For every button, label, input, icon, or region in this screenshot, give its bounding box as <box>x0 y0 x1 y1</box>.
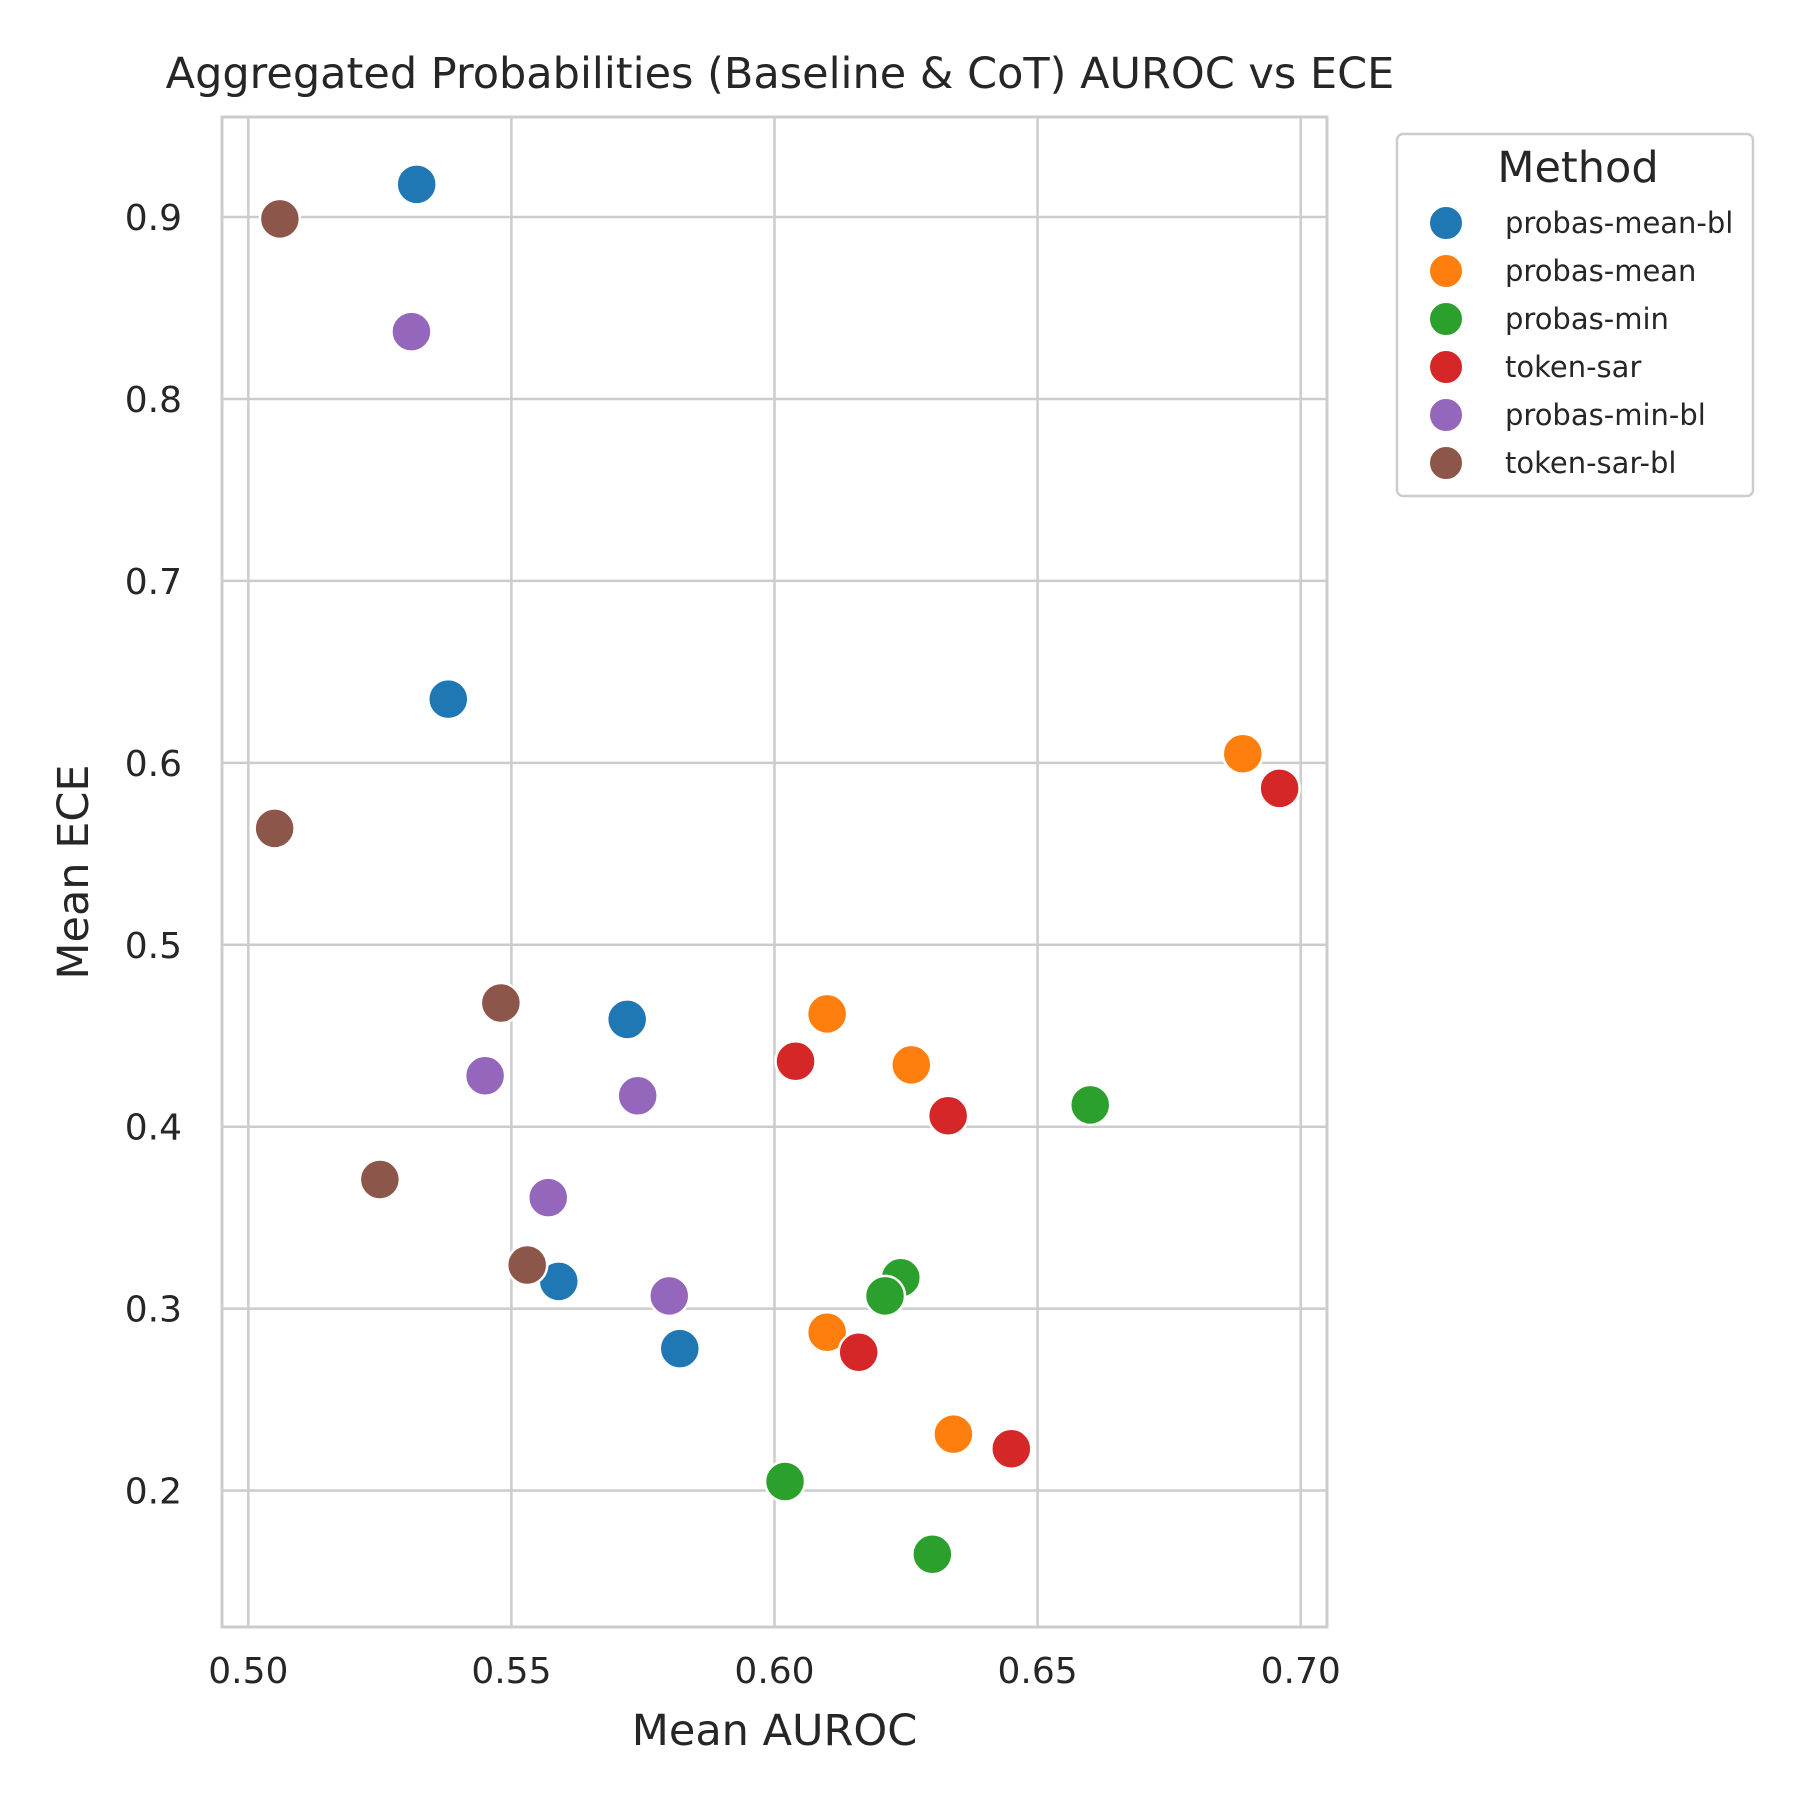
legend-marker <box>1428 445 1464 481</box>
data-point-probas-mean-bl <box>395 163 438 206</box>
data-point-probas-mean <box>1221 732 1265 775</box>
legend-label: token-sar <box>1505 350 1641 384</box>
data-point-probas-mean <box>890 1043 933 1087</box>
y-tick-label: 0.4 <box>125 1108 182 1149</box>
y-tick-label: 0.3 <box>125 1290 182 1331</box>
data-point-token-sar-bl <box>505 1243 549 1287</box>
data-point-probas-mean-bl <box>658 1327 702 1370</box>
y-axis-label: Mean ECE <box>49 764 99 979</box>
data-point-probas-mean-bl <box>605 998 649 1041</box>
y-tick-label: 0.7 <box>125 562 182 603</box>
legend-label: probas-min <box>1505 302 1669 336</box>
x-tick-label: 0.55 <box>471 1651 551 1692</box>
data-point-probas-min <box>1068 1083 1112 1127</box>
data-point-token-sar-bl <box>258 197 302 241</box>
legend-title: Method <box>1497 143 1658 193</box>
data-point-probas-min-bl <box>526 1176 570 1219</box>
data-point-token-sar <box>990 1427 1033 1470</box>
data-point-probas-min <box>863 1274 907 1318</box>
data-point-token-sar-bl <box>358 1158 402 1201</box>
data-point-token-sar <box>1258 767 1301 810</box>
data-point-probas-mean <box>805 992 849 1036</box>
legend-label: probas-mean-bl <box>1505 206 1733 240</box>
legend-frame <box>1395 132 1755 498</box>
legend-marker <box>1428 397 1464 433</box>
grid <box>222 117 1327 1627</box>
y-tick-label: 0.2 <box>125 1472 182 1513</box>
data-point-token-sar-bl <box>253 807 296 850</box>
data-point-probas-min-bl <box>463 1054 507 1098</box>
x-tick-labels: 0.50 0.55 0.60 0.65 0.70 <box>208 1651 1341 1692</box>
x-tick-label: 0.60 <box>734 1651 814 1692</box>
x-axis-label: Mean AUROC <box>632 1706 917 1756</box>
y-tick-label: 0.5 <box>125 926 182 967</box>
legend-label: token-sar-bl <box>1505 446 1676 480</box>
data-point-probas-mean-bl <box>427 677 470 721</box>
legend-items: probas-mean-bl probas-mean probas-min token… <box>1428 205 1733 481</box>
y-tick-label: 0.9 <box>125 198 182 239</box>
legend-marker <box>1428 253 1464 289</box>
data-point-probas-mean <box>932 1412 975 1456</box>
legend-marker <box>1428 301 1464 337</box>
data-point-probas-min-bl <box>390 310 433 353</box>
plot-frame <box>220 115 1329 1629</box>
chart-title: Aggregated Probabilities (Baseline & CoT… <box>166 49 1395 99</box>
x-tick-label: 0.50 <box>208 1651 288 1692</box>
data-point-token-sar-bl <box>479 981 523 1025</box>
y-tick-label: 0.6 <box>125 744 182 785</box>
legend-label: probas-min-bl <box>1505 398 1706 432</box>
y-tick-label: 0.8 <box>125 380 182 421</box>
y-tick-labels: 0.2 0.3 0.4 0.5 0.6 0.7 0.8 0.9 <box>125 198 182 1512</box>
data-point-token-sar <box>926 1094 970 1138</box>
data-points <box>253 163 1301 1576</box>
legend-marker <box>1428 349 1464 385</box>
x-tick-label: 0.65 <box>998 1651 1078 1692</box>
data-point-probas-min-bl <box>648 1274 691 1318</box>
data-point-probas-min <box>911 1532 954 1576</box>
data-point-probas-min-bl <box>616 1074 659 1118</box>
data-point-probas-mean <box>805 1311 849 1354</box>
data-point-probas-min <box>763 1460 807 1503</box>
data-point-token-sar <box>774 1039 817 1083</box>
x-tick-label: 0.70 <box>1261 1651 1341 1692</box>
data-point-token-sar <box>837 1331 880 1374</box>
legend-marker <box>1428 205 1464 241</box>
legend: Method probas-mean-blprobas-meanprobas-m… <box>1395 132 1755 498</box>
legend-label: probas-mean <box>1505 254 1696 288</box>
